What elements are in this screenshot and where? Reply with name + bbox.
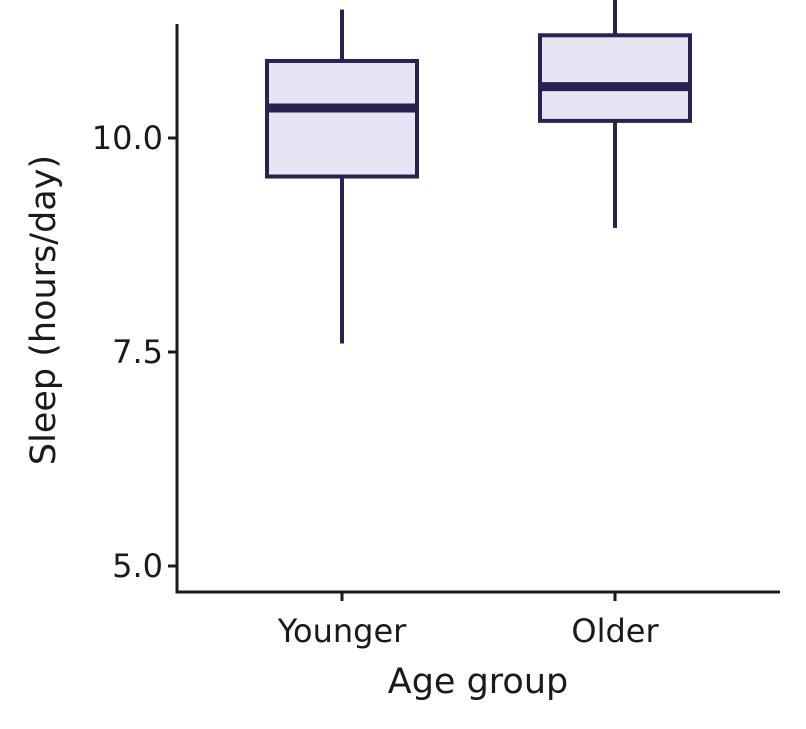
plot-area: 5.07.510.012.515.017.5YoungerOlder — [92, 0, 780, 650]
y-tick-label-0: 5.0 — [112, 547, 163, 585]
y-tick-label-1: 7.5 — [112, 333, 163, 371]
x-tick-label-1: Older — [571, 612, 659, 650]
x-axis-title: Age group — [388, 662, 568, 702]
y-tick-label-2: 10.0 — [92, 119, 163, 157]
x-tick-label-0: Younger — [277, 612, 407, 650]
box-0 — [265, 58, 419, 179]
box-1 — [538, 33, 692, 123]
y-axis-title: Sleep (hours/day) — [24, 155, 64, 465]
